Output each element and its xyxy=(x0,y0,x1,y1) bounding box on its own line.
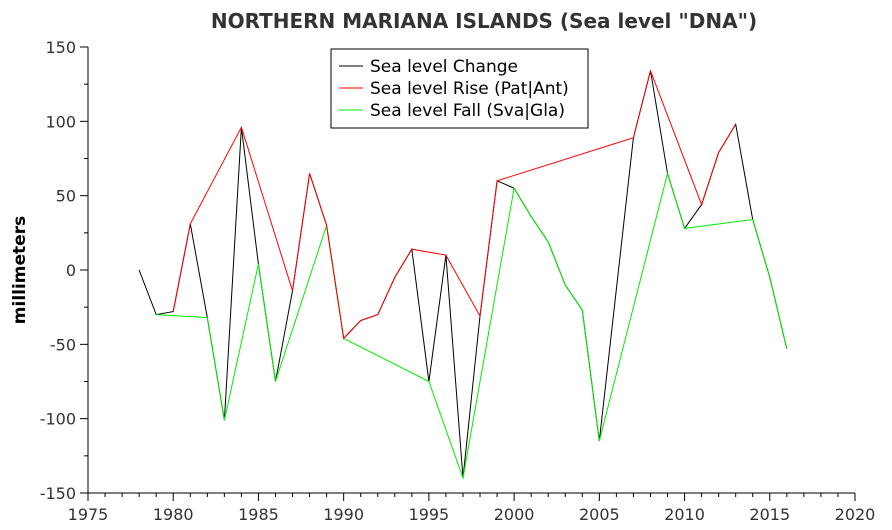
legend-label: Sea level Fall (Sva|Gla) xyxy=(370,101,565,121)
x-tick-label: 2020 xyxy=(835,505,876,524)
y-axis-label: millimeters xyxy=(10,216,30,324)
x-tick-label: 1980 xyxy=(153,505,194,524)
x-tick-label: 1995 xyxy=(409,505,450,524)
x-tick-label: 2010 xyxy=(664,505,705,524)
series-line-change xyxy=(138,70,788,479)
series-line-rise xyxy=(172,69,737,340)
x-tick-label: 1985 xyxy=(238,505,279,524)
chart-title: NORTHERN MARIANA ISLANDS (Sea level "DNA… xyxy=(211,9,757,33)
legend-label: Sea level Change xyxy=(370,57,518,77)
x-tick-label: 2000 xyxy=(494,505,535,524)
y-tick-label: -50 xyxy=(50,335,76,354)
y-tick-label: -100 xyxy=(40,410,76,429)
x-tick-label: 2015 xyxy=(749,505,790,524)
legend-box xyxy=(330,48,589,129)
x-tick-label: 1990 xyxy=(323,505,364,524)
y-tick-label: 100 xyxy=(45,112,76,131)
legend-label: Sea level Rise (Pat|Ant) xyxy=(370,79,569,99)
series-line-fall xyxy=(156,171,788,481)
x-tick-label: 1975 xyxy=(68,505,109,524)
y-tick-label: -150 xyxy=(40,484,76,503)
y-tick-label: 50 xyxy=(56,187,76,206)
series-layer xyxy=(138,69,788,481)
axes: 150 100 50 0 -50 -100 -150 1975 1980 1985 1990 1995… xyxy=(40,38,876,524)
y-tick-label: 150 xyxy=(45,38,76,57)
x-tick-label: 2005 xyxy=(579,505,620,524)
y-tick-label: 0 xyxy=(66,261,76,280)
